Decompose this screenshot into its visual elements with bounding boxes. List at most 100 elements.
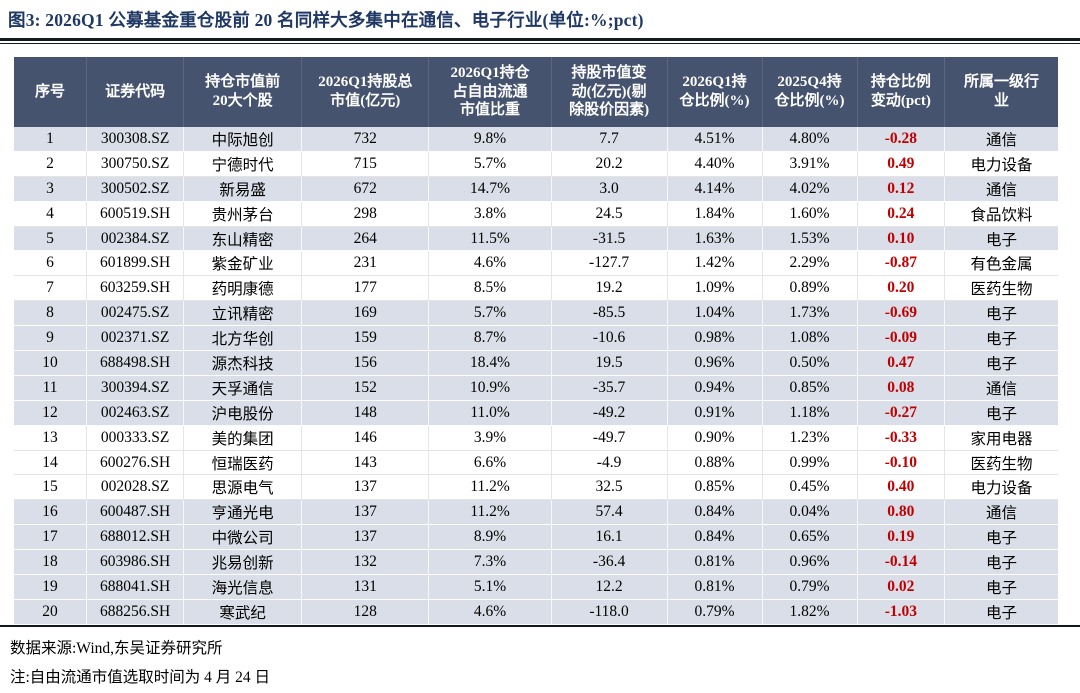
cell-mv-change: 7.7 <box>552 127 668 151</box>
cell-q1-ratio: 0.90% <box>668 425 763 450</box>
cell-q1-ratio: 0.91% <box>668 400 763 425</box>
data-source-note: 数据来源:Wind,东吴证券研究所 <box>10 639 223 657</box>
cell-q1-ratio: 0.96% <box>668 351 763 375</box>
cell-float-ratio: 11.0% <box>429 400 552 425</box>
cell-q1-ratio: 0.84% <box>668 525 763 550</box>
cell-code: 688256.SH <box>87 599 185 624</box>
cell-q1-ratio: 0.79% <box>668 599 763 624</box>
cell-mv-change: 12.2 <box>552 575 668 599</box>
cell-q1-ratio: 4.51% <box>668 127 763 151</box>
cell-mv-change: -85.5 <box>552 301 668 326</box>
cell-float-ratio: 8.5% <box>429 276 552 301</box>
cell-q4-ratio: 1.53% <box>763 226 858 251</box>
cell-mktcap: 159 <box>302 326 430 351</box>
cell-float-ratio: 8.7% <box>429 326 552 351</box>
cell-float-ratio: 3.8% <box>429 201 552 226</box>
cell-name: 亨通光电 <box>184 500 303 525</box>
cell-name: 新易盛 <box>184 176 303 201</box>
cell-code: 600487.SH <box>87 500 185 525</box>
cell-mktcap: 169 <box>302 301 430 326</box>
cell-q4-ratio: 1.82% <box>763 599 858 624</box>
col-header-mktcap: 2026Q1持股总 市值(亿元) <box>302 57 430 127</box>
cell-float-ratio: 5.7% <box>429 301 552 326</box>
cell-ratio-change: 0.08 <box>858 375 946 400</box>
cell-mktcap: 148 <box>302 400 430 425</box>
cell-mv-change: 16.1 <box>552 525 668 550</box>
cell-industry: 电子 <box>986 579 1018 597</box>
cell-q4-ratio: 0.45% <box>763 475 858 500</box>
cell-industry: 医药生物 <box>970 455 1033 473</box>
cell-q4-ratio: 0.85% <box>763 375 858 400</box>
table-row: 5 002384.SZ 东山精密 264 11.5% -31.5 1.63% 1.53% 0.1… <box>14 226 1058 252</box>
cell-q1-ratio: 0.88% <box>668 450 763 475</box>
cell-seq: 19 <box>14 575 88 599</box>
cell-q1-ratio: 1.04% <box>668 301 763 326</box>
table-row: 12 002463.SZ 沪电股份 148 11.0% -49.2 0.91% 1.18% -0… <box>14 400 1058 426</box>
cell-mv-change: -127.7 <box>552 251 668 276</box>
cell-industry: 电子 <box>986 405 1018 423</box>
cell-seq: 2 <box>14 151 88 176</box>
cell-mktcap: 143 <box>302 450 430 475</box>
cell-q1-ratio: 0.81% <box>668 550 763 575</box>
col-header-float-ratio: 2026Q1持仓 占自由流通 市值比重 <box>429 57 552 127</box>
cell-ratio-change: 0.02 <box>858 575 946 599</box>
cell-mv-change: -4.9 <box>552 450 668 475</box>
cell-seq: 18 <box>14 550 88 575</box>
figure-footer: 数据来源:Wind,东吴证券研究所 注:自由流通市值选取时间为 4 月 24 日 <box>0 627 1080 693</box>
cell-code: 002371.SZ <box>87 326 185 351</box>
table-row: 16 600487.SH 亨通光电 137 11.2% 57.4 0.84% 0.04% 0.8… <box>14 500 1058 526</box>
cell-code: 600519.SH <box>87 201 185 226</box>
cell-ratio-change: -0.14 <box>858 550 946 575</box>
cell-ratio-change: 0.40 <box>858 475 946 500</box>
cell-code: 000333.SZ <box>87 425 185 450</box>
cell-q4-ratio: 0.99% <box>763 450 858 475</box>
cell-seq: 11 <box>14 375 88 400</box>
cell-q4-ratio: 1.60% <box>763 201 858 226</box>
cell-ratio-change: 0.20 <box>858 276 946 301</box>
cell-name: 立讯精密 <box>184 301 303 326</box>
cell-name: 海光信息 <box>184 575 303 599</box>
cell-ratio-change: 0.19 <box>858 525 946 550</box>
cell-mktcap: 152 <box>302 375 430 400</box>
title-divider-double-rule <box>0 38 1080 44</box>
cell-name: 紫金矿业 <box>184 251 303 276</box>
cell-float-ratio: 8.9% <box>429 525 552 550</box>
cell-float-ratio: 10.9% <box>429 375 552 400</box>
cell-industry: 医药生物 <box>970 281 1033 299</box>
cell-float-ratio: 11.2% <box>429 475 552 500</box>
cell-seq: 3 <box>14 176 88 201</box>
cell-q4-ratio: 0.96% <box>763 550 858 575</box>
table-row: 11 300394.SZ 天孚通信 152 10.9% -35.7 0.94% 0.85% 0.… <box>14 375 1058 401</box>
cell-seq: 17 <box>14 525 88 550</box>
cell-mktcap: 156 <box>302 351 430 375</box>
cell-ratio-change: 0.12 <box>858 176 946 201</box>
cell-name: 北方华创 <box>184 326 303 351</box>
cell-seq: 1 <box>14 127 88 151</box>
cell-q4-ratio: 1.08% <box>763 326 858 351</box>
cell-float-ratio: 11.2% <box>429 500 552 525</box>
cell-float-ratio: 6.6% <box>429 450 552 475</box>
cell-float-ratio: 3.9% <box>429 425 552 450</box>
cell-q4-ratio: 0.79% <box>763 575 858 599</box>
cell-q4-ratio: 0.65% <box>763 525 858 550</box>
cell-ratio-change: -0.87 <box>858 251 946 276</box>
cell-industry: 食品饮料 <box>970 206 1033 224</box>
cell-q4-ratio: 0.04% <box>763 500 858 525</box>
cell-seq: 15 <box>14 475 88 500</box>
cell-code: 603259.SH <box>87 276 185 301</box>
cell-q4-ratio: 0.89% <box>763 276 858 301</box>
cell-q1-ratio: 1.84% <box>668 201 763 226</box>
cell-q4-ratio: 4.80% <box>763 127 858 151</box>
cell-mv-change: 19.2 <box>552 276 668 301</box>
cell-q1-ratio: 4.14% <box>668 176 763 201</box>
col-header-q1-ratio: 2026Q1持 仓比例(%) <box>668 57 763 127</box>
cell-q1-ratio: 4.40% <box>668 151 763 176</box>
table-row: 10 688498.SH 源杰科技 156 18.4% 19.5 0.96% 0.50% 0.4… <box>14 351 1058 376</box>
cell-seq: 13 <box>14 425 88 450</box>
cell-mktcap: 146 <box>302 425 430 450</box>
cell-float-ratio: 14.7% <box>429 176 552 201</box>
table-row: 1 300308.SZ 中际旭创 732 9.8% 7.7 4.51% 4.80% -0.28 通… <box>14 127 1058 152</box>
cell-industry: 家用电器 <box>970 430 1033 448</box>
cell-industry: 通信 <box>986 131 1018 149</box>
cell-seq: 10 <box>14 351 88 375</box>
